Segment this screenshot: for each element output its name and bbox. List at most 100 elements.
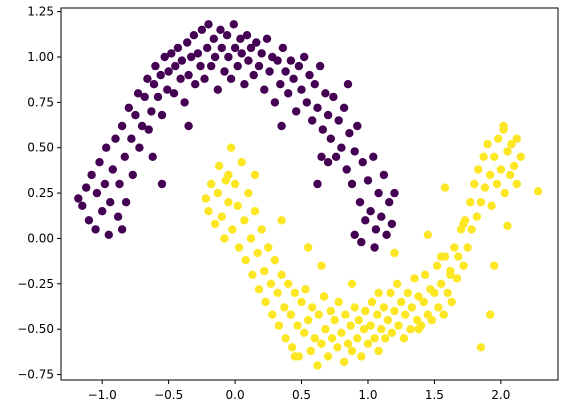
scatter-point-s1-34 <box>280 303 289 312</box>
scatter-point-s0-94 <box>297 85 306 94</box>
scatter-point-s0-6 <box>92 188 102 198</box>
scatter-point-s0-85 <box>273 56 282 65</box>
scatter-point-s1-57 <box>330 315 339 325</box>
scatter-point-s1-44 <box>301 285 310 294</box>
scatter-point-s0-75 <box>246 43 256 53</box>
scatter-point-s0-51 <box>193 49 203 58</box>
scatter-point-s1-135 <box>503 147 512 156</box>
scatter-point-s0-95 <box>300 52 309 62</box>
scatter-point-s0-43 <box>176 74 185 84</box>
scatter-point-s0-78 <box>254 61 264 71</box>
scatter-point-s1-39 <box>290 288 300 298</box>
scatter-point-s0-90 <box>286 56 296 65</box>
scatter-point-s1-144 <box>440 183 450 192</box>
scatter-point-s1-97 <box>419 297 428 307</box>
scatter-point-s0-21 <box>127 134 136 143</box>
scatter-point-s0-55 <box>203 43 212 53</box>
scatter-point-s0-63 <box>220 67 229 76</box>
scatter-point-s0-24 <box>133 89 143 98</box>
scatter-point-s1-15 <box>237 158 246 167</box>
scatter-point-s0-26 <box>137 121 147 131</box>
scatter-point-s0-45 <box>180 98 189 107</box>
scatter-point-s0-34 <box>156 70 165 80</box>
scatter-point-s0-52 <box>196 61 205 71</box>
scatter-point-s1-56 <box>327 334 337 343</box>
scatter-point-s1-29 <box>268 310 277 319</box>
scatter-point-s1-25 <box>260 266 269 276</box>
scatter-point-s0-111 <box>342 165 351 174</box>
scatter-point-s1-54 <box>323 352 333 361</box>
scatter-point-s0-87 <box>278 43 288 53</box>
scatter-point-s1-0 <box>201 194 210 203</box>
scatter-point-s0-102 <box>318 125 327 134</box>
scatter-point-s1-140 <box>516 152 525 161</box>
scatter-point-s0-110 <box>339 103 349 113</box>
points-layer <box>74 20 543 370</box>
scatter-point-s1-66 <box>350 303 359 312</box>
scatter-point-s1-145 <box>490 261 499 270</box>
scatter-point-s0-116 <box>355 198 365 207</box>
scatter-point-s0-8 <box>98 207 107 216</box>
scatter-point-s0-79 <box>257 49 266 58</box>
scatter-point-s0-121 <box>369 152 378 161</box>
scatter-point-s0-18 <box>120 152 129 161</box>
scatter-point-s1-23 <box>254 285 264 294</box>
scatter-point-s1-78 <box>377 325 386 334</box>
scatter-point-s0-131 <box>343 80 353 89</box>
scatter-point-s0-49 <box>189 31 199 40</box>
scatter-point-s0-15 <box>113 212 123 221</box>
scatter-point-s0-88 <box>281 67 290 76</box>
scatter-point-s0-135 <box>117 225 127 234</box>
scatter-point-s1-20 <box>248 270 257 279</box>
scatter-point-s1-68 <box>354 315 363 325</box>
scatter-point-s1-4 <box>213 188 222 198</box>
scatter-point-s1-49 <box>313 361 322 370</box>
scatter-point-s1-162 <box>436 252 446 261</box>
scatter-point-s1-157 <box>304 243 313 252</box>
scatter-point-s0-98 <box>308 116 317 125</box>
scatter-point-s1-37 <box>286 310 296 319</box>
scatter-point-s0-124 <box>377 212 386 221</box>
scatter-point-s1-21 <box>250 207 260 216</box>
scatter-point-s1-102 <box>430 288 439 298</box>
scatter-point-s1-131 <box>494 134 503 143</box>
scatter-point-s0-4 <box>87 170 96 180</box>
scatter-point-s1-119 <box>467 225 476 234</box>
scatter-point-s1-17 <box>241 256 250 265</box>
scatter-point-s0-106 <box>329 92 338 102</box>
scatter-point-s1-14 <box>234 243 244 252</box>
scatter-point-s0-99 <box>310 80 319 89</box>
scatter-point-s1-160 <box>347 279 357 288</box>
scatter-point-s1-153 <box>423 230 432 239</box>
scatter-point-s0-19 <box>121 198 131 207</box>
scatter-point-s0-7 <box>95 158 104 167</box>
scatter-point-s0-89 <box>284 89 293 98</box>
scatter-point-s0-100 <box>313 103 322 113</box>
scatter-point-s0-86 <box>276 80 285 89</box>
scatter-point-s1-30 <box>270 256 280 265</box>
y-tick-label: 0.25 <box>27 186 54 200</box>
scatter-point-s1-88 <box>399 334 409 343</box>
scatter-point-s1-147 <box>390 248 399 258</box>
scatter-point-s1-90 <box>403 288 412 298</box>
scatter-point-s1-73 <box>366 321 375 330</box>
scatter-point-s1-31 <box>273 288 282 298</box>
scatter-point-s0-127 <box>385 198 394 207</box>
scatter-point-s1-9 <box>224 198 233 207</box>
scatter-point-s0-103 <box>321 89 330 98</box>
scatter-point-s0-74 <box>244 56 253 65</box>
scatter-point-s1-27 <box>264 243 273 252</box>
y-tick-label: 1.25 <box>27 5 54 19</box>
scatter-point-s1-87 <box>397 297 406 307</box>
scatter-point-s1-70 <box>359 325 369 334</box>
scatter-point-s0-10 <box>102 143 111 152</box>
scatter-point-s0-105 <box>326 134 335 143</box>
scatter-point-s0-31 <box>149 80 159 89</box>
y-tick-label: 1.00 <box>27 50 54 64</box>
scatter-point-s1-105 <box>436 279 446 288</box>
scatter-point-s0-67 <box>229 20 238 29</box>
scatter-point-s1-6 <box>217 212 226 221</box>
scatter-point-s0-81 <box>262 34 272 43</box>
scatter-point-s0-59 <box>210 52 220 62</box>
